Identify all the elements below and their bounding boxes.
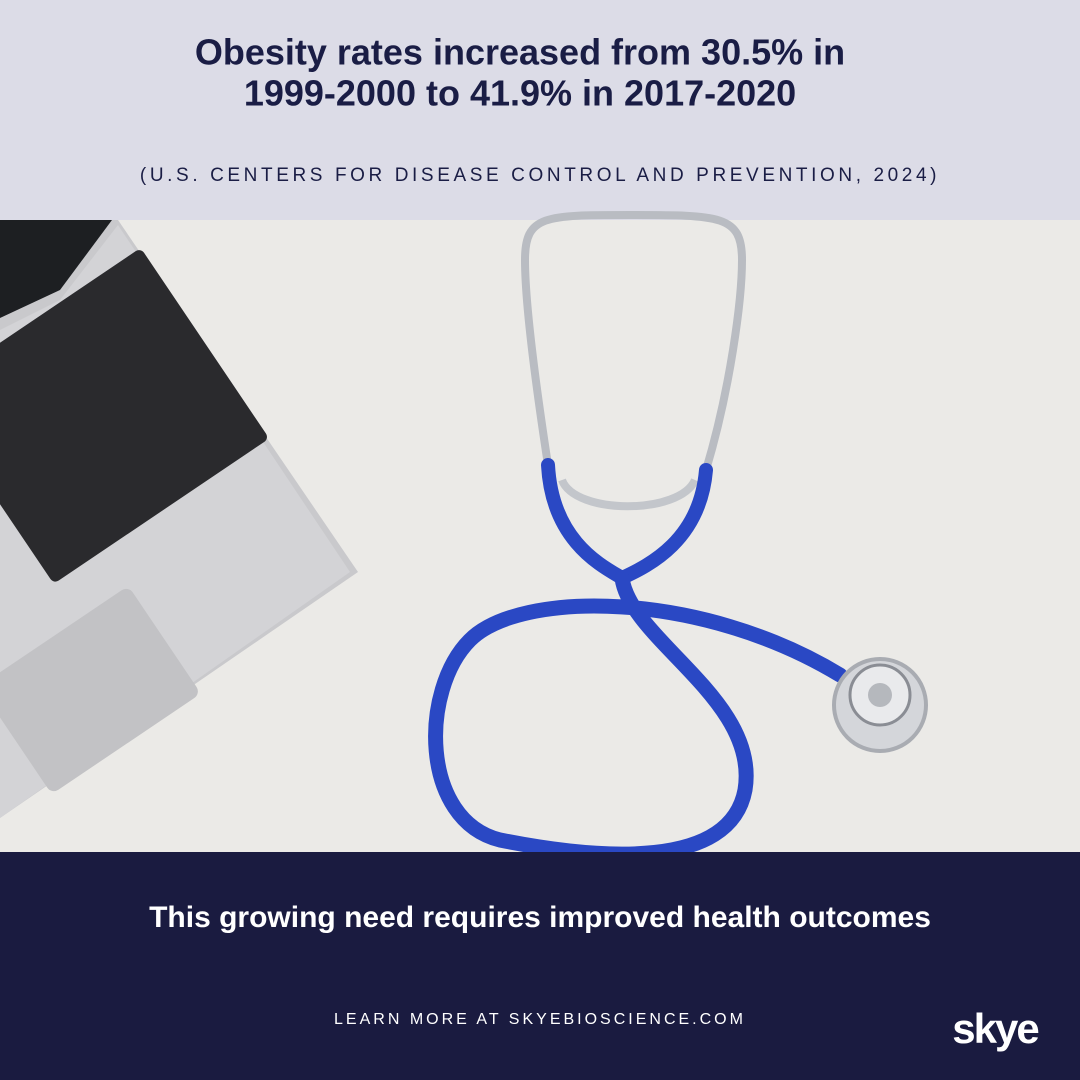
source: (U.S. CENTERS FOR DISEASE CONTROL AND PR… bbox=[140, 165, 940, 186]
headline-line: 1999-2000 to 41.9% in 2017-2020 bbox=[244, 73, 796, 114]
footer-band bbox=[0, 852, 1080, 1080]
logo: skye bbox=[952, 1005, 1038, 1052]
tagline: This growing need requires improved heal… bbox=[149, 901, 931, 934]
photo bbox=[0, 210, 1080, 862]
header-band bbox=[0, 0, 1080, 220]
cta[interactable]: LEARN MORE AT SKYEBIOSCIENCE.COM bbox=[334, 1011, 746, 1028]
headline-line: Obesity rates increased from 30.5% in bbox=[195, 32, 845, 73]
